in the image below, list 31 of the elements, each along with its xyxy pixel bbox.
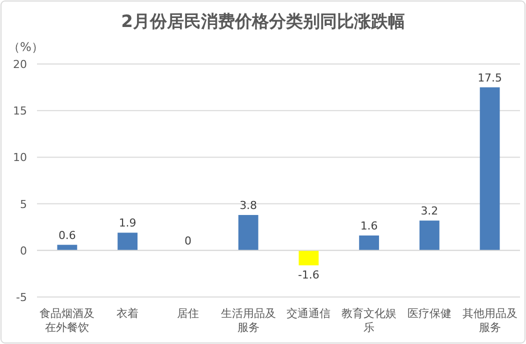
chart-title: 2月份居民消费价格分类别同比涨跌幅 [121, 12, 405, 32]
data-label: 1.9 [118, 216, 136, 230]
data-label: 3.8 [240, 198, 258, 212]
data-label: 17.5 [478, 71, 502, 84]
y-tick-label: 10 [13, 151, 27, 164]
bar [419, 220, 440, 250]
bar [118, 232, 138, 250]
x-tick-label: 食品烟酒及在外餐饮 [40, 307, 95, 334]
data-label: 3.2 [420, 204, 438, 218]
bar [298, 250, 319, 266]
y-tick-label: 0 [20, 244, 27, 258]
y-tick-label: 5 [20, 198, 27, 211]
y-tick-label: -5 [16, 291, 27, 304]
x-tick-label: 生活用品及服务 [220, 307, 276, 334]
x-tick-label: 教育文化娱乐 [342, 307, 397, 334]
bar [238, 214, 258, 250]
y-tick-label: 20 [13, 58, 27, 71]
x-tick-label: 交通通信 [286, 307, 331, 320]
data-label: -1.6 [298, 268, 320, 282]
data-label: 1.6 [360, 219, 378, 232]
data-label: 0.6 [58, 228, 76, 242]
y-axis-title: （%） [8, 40, 44, 54]
data-label: 0 [184, 234, 192, 248]
x-tick-label: 居住 [176, 307, 199, 320]
bar [57, 244, 78, 250]
x-tick-label: 医疗保健 [407, 307, 452, 320]
x-tick-label: 衣着 [116, 307, 139, 320]
bar [359, 235, 380, 250]
y-tick-label: 15 [13, 104, 27, 118]
x-tick-label: 其他用品及服务 [462, 307, 518, 334]
bar [480, 87, 500, 250]
